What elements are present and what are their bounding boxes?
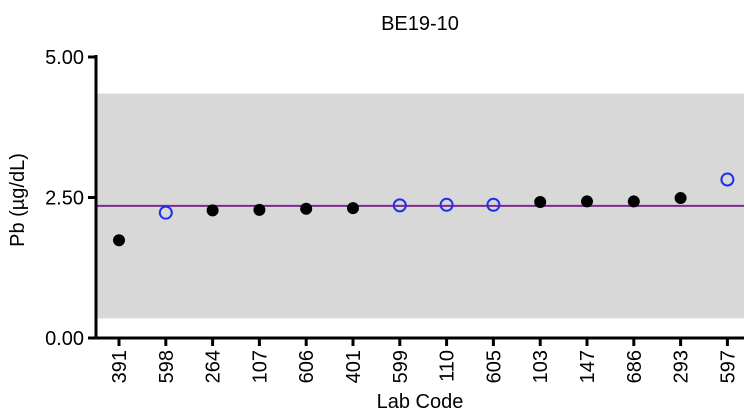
- y-tick-label: 2.50: [45, 188, 84, 210]
- chart-title: BE19-10: [381, 13, 459, 35]
- y-tick-label: 0.00: [45, 328, 84, 350]
- data-point-open: [439, 197, 454, 212]
- x-tick-label: 597: [717, 350, 739, 383]
- data-point-open: [486, 197, 501, 212]
- data-point-filled: [627, 195, 640, 208]
- data-point-open: [392, 198, 407, 213]
- x-tick-label: 293: [671, 350, 693, 383]
- x-tick-label: 110: [437, 350, 459, 382]
- data-point-open: [158, 205, 173, 220]
- data-point-filled: [253, 203, 266, 216]
- x-tick-label: 598: [156, 350, 178, 383]
- x-tick-label: 686: [624, 350, 646, 383]
- data-point-filled: [300, 202, 313, 215]
- x-tick-label: 599: [390, 350, 412, 383]
- y-tick-label: 5.00: [45, 47, 84, 69]
- x-tick-label: 103: [530, 350, 552, 383]
- data-point-filled: [674, 192, 687, 205]
- x-tick-label: 401: [343, 350, 365, 383]
- x-tick-label: 107: [249, 350, 271, 383]
- x-tick-label: 391: [109, 350, 131, 383]
- data-point-filled: [581, 195, 593, 208]
- y-axis-label: Pb (µg/dL): [7, 153, 29, 247]
- data-point-filled: [206, 204, 219, 217]
- x-tick-label: 147: [577, 350, 599, 383]
- x-axis-label: Lab Code: [377, 391, 464, 413]
- x-tick-label: 605: [483, 350, 505, 383]
- data-point-filled: [534, 195, 547, 208]
- x-tick-label: 264: [203, 350, 225, 383]
- data-point-filled: [347, 202, 359, 215]
- data-point-open: [720, 172, 735, 187]
- data-point-filled: [113, 234, 125, 247]
- x-tick-label: 606: [296, 350, 318, 383]
